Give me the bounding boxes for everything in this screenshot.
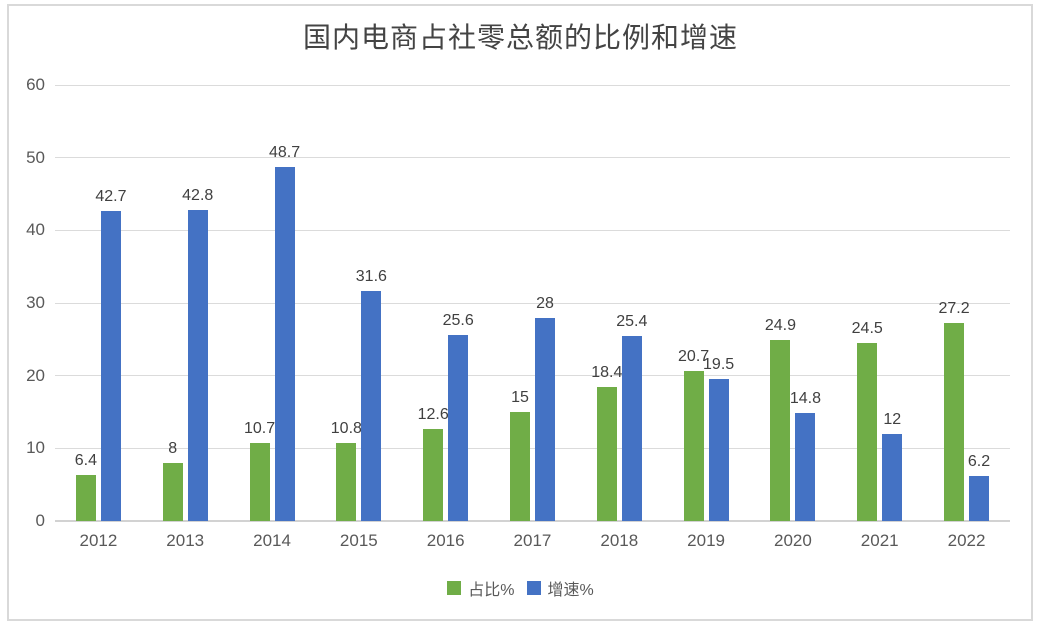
- bar-group-2017: 15 28: [489, 85, 576, 521]
- legend-item-growth: 增速%: [526, 576, 594, 600]
- bar-value-label: 24.9: [764, 317, 796, 335]
- x-axis-line: [55, 520, 1010, 522]
- x-axis: 2012 2013 2014 2015 2016 2017 2018 2019 2020 2021…: [55, 531, 1010, 551]
- legend-label-growth: 增速%: [547, 582, 594, 599]
- bar-group-2020: 24.9 14.8: [750, 85, 837, 521]
- bar-group-2015: 10.8 31.6: [315, 85, 402, 521]
- y-tick-label-30: 30: [26, 293, 45, 312]
- bar-group-2016: 12.6 25.6: [402, 85, 489, 521]
- bar-growth-2021: 12: [882, 411, 903, 521]
- bar-value-label: 6.4: [74, 451, 98, 469]
- gridline-60: [55, 84, 1010, 86]
- bar-value-label: 6.2: [967, 452, 991, 470]
- bar-share-2017: 15: [509, 389, 530, 521]
- bar-growth-2012: 42.7: [95, 188, 126, 521]
- bar-value-label: 27.2: [938, 300, 970, 318]
- x-tick-label-2013: 2013: [166, 531, 205, 550]
- x-tick-label-2014: 2014: [253, 531, 291, 550]
- bar-value-label: 42.8: [182, 187, 214, 204]
- gridline-10: [55, 447, 1010, 449]
- gridline-40: [55, 229, 1010, 231]
- bar-groups: 6.4 42.7 8 42.8 10.7 48.7 10.8 31.6 12.6 25.6 15 28…: [55, 85, 1010, 521]
- gridline-50: [55, 157, 1010, 159]
- bar-value-label: 12: [883, 410, 902, 428]
- bar-share-2020: 24.9: [765, 317, 796, 521]
- bar-group-2019: 20.7 19.5: [663, 85, 750, 521]
- y-tick-label-0: 0: [35, 511, 45, 530]
- bar-value-label: 19.5: [703, 356, 735, 374]
- legend: 占比% 增速%: [0, 576, 1041, 600]
- legend-swatch-growth: [526, 581, 541, 595]
- legend-label-share: 占比%: [468, 582, 515, 599]
- bar-share-2018: 18.4: [591, 364, 622, 521]
- bar-share-2012: 6.4: [75, 452, 97, 521]
- bar-value-label: 15: [511, 389, 529, 406]
- x-tick-label-2018: 2018: [600, 531, 639, 550]
- bar-value-label: 10.8: [330, 419, 362, 437]
- bar-value-label: 18.4: [591, 364, 623, 382]
- bar-group-2021: 24.5 12: [836, 85, 923, 521]
- plot-area: 6.4 42.7 8 42.8 10.7 48.7 10.8 31.6 12.6 25.6 15 28…: [55, 84, 1010, 522]
- bar-growth-2014: 48.7: [269, 144, 300, 521]
- bar-group-2012: 6.4 42.7: [55, 85, 142, 521]
- x-tick-label-2015: 2015: [339, 531, 378, 550]
- bar-growth-2022: 6.2: [968, 453, 990, 521]
- y-tick-label-10: 10: [26, 438, 45, 458]
- bar-share-2021: 24.5: [852, 320, 883, 521]
- y-tick-label-60: 60: [26, 75, 45, 94]
- x-tick-label-2022: 2022: [947, 531, 986, 550]
- bar-value-label: 25.4: [616, 313, 648, 331]
- bar-value-label: 31.6: [355, 268, 387, 286]
- y-tick-label-40: 40: [26, 220, 45, 240]
- x-tick-label-2019: 2019: [687, 531, 725, 550]
- bar-growth-2018: 25.4: [616, 313, 647, 521]
- bar-share-2016: 12.6: [418, 406, 449, 521]
- bar-share-2015: 10.8: [331, 420, 362, 521]
- legend-item-share: 占比%: [447, 576, 515, 600]
- bar-value-label: 24.5: [851, 319, 883, 337]
- gridline-20: [55, 375, 1010, 377]
- bar-growth-2020: 14.8: [790, 390, 821, 521]
- bar-growth-2019: 19.5: [703, 356, 734, 521]
- bar-growth-2013: 42.8: [182, 187, 213, 521]
- bar-group-2018: 18.4 25.4: [576, 85, 663, 521]
- bar-group-2014: 10.7 48.7: [229, 85, 316, 521]
- y-tick-label-50: 50: [26, 147, 45, 167]
- x-tick-label-2017: 2017: [513, 531, 552, 550]
- bar-share-2019: 20.7: [678, 348, 709, 521]
- bar-value-label: 25.6: [442, 311, 474, 329]
- bar-growth-2017: 28: [534, 295, 555, 521]
- bar-value-label: 8: [168, 439, 178, 457]
- bar-growth-2016: 25.6: [443, 312, 474, 521]
- x-tick-label-2020: 2020: [773, 531, 812, 550]
- x-tick-label-2012: 2012: [79, 531, 118, 550]
- bar-value-label: 14.8: [789, 390, 821, 408]
- bar-group-2013: 8 42.8: [142, 85, 229, 521]
- bar-value-label: 42.7: [95, 187, 127, 205]
- bar-value-label: 28: [536, 294, 554, 312]
- y-tick-label-20: 20: [26, 365, 45, 385]
- bar-share-2014: 10.7: [244, 420, 275, 521]
- chart-title: 国内电商占社零总额的比例和增速: [302, 21, 738, 54]
- bar-growth-2015: 31.6: [356, 268, 387, 521]
- bar-value-label: 20.7: [678, 347, 710, 365]
- bar-value-label: 10.7: [243, 420, 276, 438]
- bar-value-label: 12.6: [417, 406, 449, 424]
- bar-value-label: 48.7: [268, 144, 301, 162]
- gridline-30: [55, 302, 1010, 304]
- bar-group-2022: 27.2 6.2: [923, 85, 1010, 521]
- x-tick-label-2021: 2021: [860, 531, 899, 550]
- bar-share-2013: 8: [162, 440, 183, 521]
- legend-swatch-share: [447, 581, 462, 595]
- bar-share-2022: 27.2: [938, 300, 970, 521]
- x-tick-label-2016: 2016: [426, 531, 465, 550]
- y-axis: 0 10 20 30 40 50 60: [0, 75, 45, 530]
